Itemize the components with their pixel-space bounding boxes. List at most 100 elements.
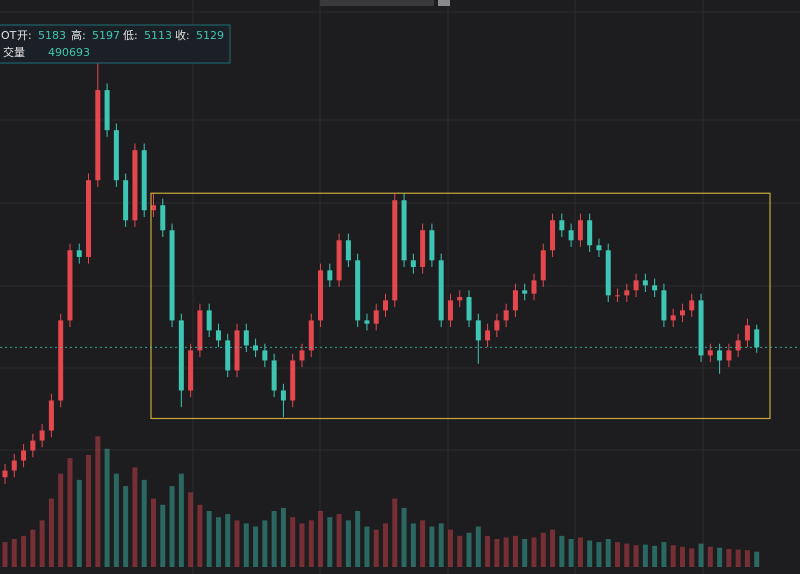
volume-bar bbox=[689, 548, 695, 567]
volume-bar bbox=[401, 507, 407, 567]
volume-bar bbox=[290, 517, 296, 567]
volume-bar bbox=[271, 511, 277, 567]
candle-body bbox=[383, 300, 388, 311]
volume-bar bbox=[624, 543, 630, 567]
volume-bar bbox=[132, 467, 138, 567]
volume-bar bbox=[169, 486, 175, 567]
volume-bar bbox=[605, 539, 611, 567]
legend-label: 开: bbox=[17, 29, 32, 42]
volume-bar bbox=[457, 535, 463, 567]
volume-bar bbox=[39, 520, 45, 567]
volume-bar bbox=[642, 544, 648, 567]
range-box bbox=[150, 192, 771, 420]
candle-body bbox=[568, 230, 574, 241]
candle-body bbox=[2, 470, 8, 478]
candle-body bbox=[262, 350, 268, 361]
candle-body bbox=[280, 390, 286, 401]
volume-bar bbox=[587, 540, 593, 567]
volume-bar bbox=[345, 520, 351, 567]
volume-bar bbox=[503, 537, 509, 567]
volume-bar bbox=[95, 436, 101, 567]
volume-bar bbox=[113, 473, 119, 567]
candle-body bbox=[707, 350, 713, 356]
volume-bar bbox=[540, 532, 546, 567]
candle-body bbox=[86, 180, 92, 257]
volume-bar bbox=[550, 529, 556, 567]
volume-bar bbox=[141, 479, 147, 567]
volume-bar bbox=[679, 546, 685, 567]
legend: OT 开: 5183 高: 5197 低: 5113 收: 5129 交量 49… bbox=[0, 24, 231, 64]
candle-body bbox=[735, 340, 741, 351]
volume-bar bbox=[197, 504, 203, 567]
volume-bar bbox=[383, 523, 388, 567]
volume-bar bbox=[318, 511, 324, 567]
volume-bar bbox=[243, 523, 249, 567]
symbol-tab[interactable] bbox=[320, 0, 434, 6]
volume-bar bbox=[308, 520, 314, 567]
candle-body bbox=[596, 245, 602, 251]
candle-body bbox=[364, 320, 370, 324]
volume-bar bbox=[577, 537, 583, 567]
legend-value: 5183 bbox=[38, 29, 66, 42]
candle-body bbox=[420, 230, 426, 267]
candle-body bbox=[466, 297, 472, 321]
volume-bar bbox=[280, 507, 286, 567]
candle-body bbox=[689, 300, 695, 311]
candle-body bbox=[197, 310, 203, 351]
candle-body bbox=[318, 270, 324, 321]
candle-body bbox=[215, 330, 221, 341]
volume-bar bbox=[485, 535, 491, 567]
candle-body bbox=[308, 320, 314, 351]
candle-body bbox=[141, 150, 147, 211]
volume-bar bbox=[568, 539, 574, 567]
legend-value: 5197 bbox=[92, 29, 120, 42]
candle-body bbox=[67, 250, 73, 321]
volume-bar bbox=[30, 529, 36, 567]
legend-label: 收: bbox=[175, 28, 190, 42]
volume-bar bbox=[633, 545, 639, 567]
candle-body bbox=[401, 200, 407, 261]
candle-body bbox=[21, 450, 27, 461]
volume-bar bbox=[355, 511, 361, 567]
candle-body bbox=[661, 290, 667, 321]
volume-bar bbox=[206, 511, 212, 567]
candle-body bbox=[726, 350, 732, 361]
volume-bar bbox=[652, 545, 658, 567]
candle-body bbox=[429, 230, 435, 261]
volume-bar bbox=[123, 486, 129, 567]
candle-body bbox=[447, 300, 453, 321]
candle-body bbox=[457, 297, 463, 301]
volume-bar bbox=[512, 535, 518, 567]
volume-bar bbox=[373, 529, 379, 567]
candle-body bbox=[754, 329, 760, 348]
candle-body bbox=[550, 220, 556, 251]
tab-button[interactable] bbox=[438, 0, 450, 6]
volume-bar bbox=[225, 514, 231, 567]
candle-body bbox=[132, 150, 138, 221]
volume-bar bbox=[150, 498, 156, 567]
volume-bar bbox=[531, 537, 537, 567]
legend-label: 低: bbox=[123, 29, 138, 42]
candle-body bbox=[48, 400, 54, 431]
candle-body bbox=[633, 280, 639, 291]
volume-bar bbox=[262, 520, 268, 567]
volume-bar bbox=[253, 526, 259, 567]
candle-body bbox=[494, 320, 500, 331]
candle-body bbox=[392, 200, 398, 301]
volume-bar bbox=[522, 539, 528, 567]
volume-bar bbox=[48, 498, 54, 567]
candle-body bbox=[540, 250, 546, 281]
candle-body bbox=[698, 300, 704, 356]
candle-body bbox=[160, 205, 166, 231]
candle-body bbox=[475, 320, 481, 341]
candle-body bbox=[39, 430, 45, 441]
legend-value: 5113 bbox=[144, 29, 172, 42]
candle-body bbox=[559, 220, 565, 231]
candle-body bbox=[652, 285, 658, 291]
volume-bar bbox=[410, 523, 416, 567]
legend-label: 交量 bbox=[3, 45, 25, 59]
candle-body bbox=[355, 260, 361, 321]
candle-body bbox=[438, 260, 444, 321]
candle-body bbox=[271, 360, 277, 391]
